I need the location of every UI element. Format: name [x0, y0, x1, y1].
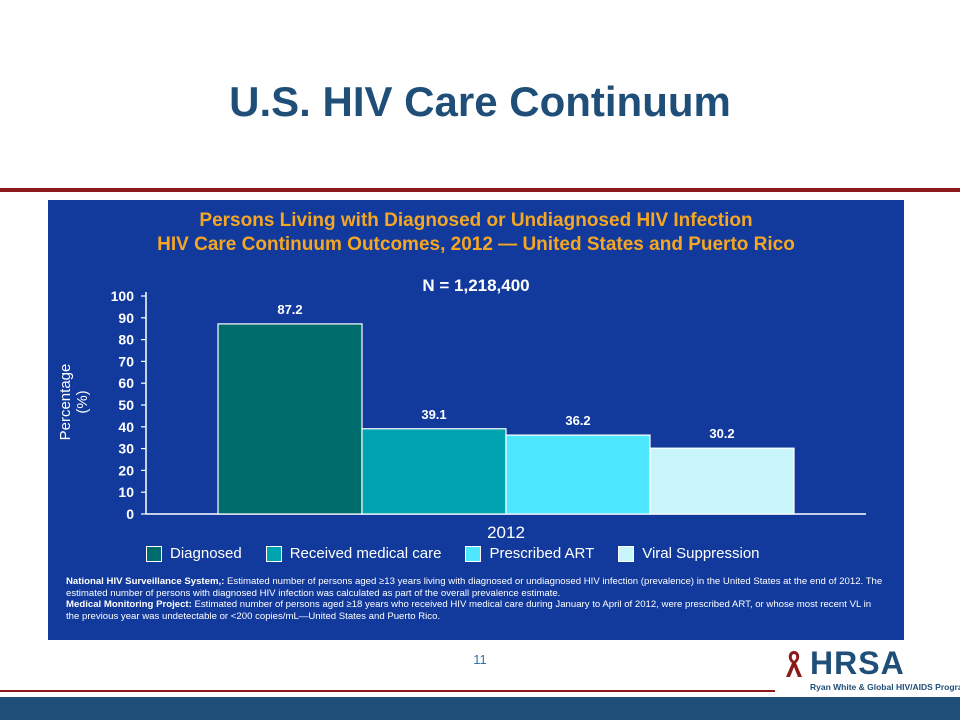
footnote-surveillance-text: Estimated number of persons aged ≥13 yea…	[66, 576, 883, 599]
chart-footnotes: National HIV Surveillance System,: Estim…	[66, 576, 886, 622]
y-tick-label: 100	[111, 288, 135, 304]
y-tick-label: 20	[118, 462, 134, 478]
ribbon-icon	[786, 651, 802, 677]
footer-bar	[0, 697, 960, 720]
bar-diagnosed	[217, 323, 363, 515]
logo-wordmark: HRSA	[810, 645, 905, 681]
footnote-monitoring-title: Medical Monitoring Project:	[66, 599, 192, 610]
footnote-monitoring: Medical Monitoring Project: Estimated nu…	[66, 599, 886, 622]
legend-label: Diagnosed	[170, 545, 242, 562]
sample-size-label: N = 1,218,400	[422, 276, 530, 295]
hrsa-logo: HRSA Ryan White & Global HIV/AIDS Progra…	[780, 645, 960, 697]
slide-title: U.S. HIV Care Continuum	[229, 78, 731, 125]
y-tick-label: 50	[118, 397, 134, 413]
y-tick-label: 60	[118, 375, 134, 391]
legend-label: Prescribed ART	[489, 545, 595, 562]
footnote-monitoring-text: Estimated number of persons aged ≥18 yea…	[66, 599, 872, 622]
footnote-surveillance-title: National HIV Surveillance System,:	[66, 576, 225, 587]
y-tick-label: 30	[118, 441, 134, 457]
legend-item: Diagnosed	[146, 545, 242, 562]
bar-chart: 0 10 20 30 40 50 60 70 80 90 100 87.2 39.1 36.2 30.2 20…	[111, 288, 866, 540]
logo-subtitle: Ryan White & Global HIV/AIDS Programs	[810, 682, 960, 692]
legend-item: Viral Suppression	[618, 545, 760, 562]
title-divider	[0, 188, 960, 192]
y-tick-label: 90	[118, 310, 134, 326]
y-tick-label: 80	[118, 332, 134, 348]
y-tick-label: 40	[118, 419, 134, 435]
legend-item: Prescribed ART	[465, 545, 594, 562]
bar-value-label: 87.2	[277, 302, 302, 317]
footer-divider	[0, 690, 775, 692]
bar-value-label: 30.2	[709, 426, 734, 441]
legend-swatch	[146, 545, 162, 562]
y-tick-label: 70	[118, 353, 134, 369]
footnote-surveillance: National HIV Surveillance System,: Estim…	[66, 576, 886, 599]
bar-prescribed-art	[505, 434, 651, 515]
chart-title-line1: Persons Living with Diagnosed or Undiagn…	[199, 210, 753, 231]
chart-legend: Diagnosed Received medical care Prescribed…	[146, 545, 886, 562]
y-tick-label: 10	[118, 484, 134, 500]
page-number: 11	[473, 652, 487, 667]
legend-swatch	[618, 545, 635, 562]
bar-viral-suppression	[649, 447, 795, 515]
x-category-label: 2012	[487, 523, 525, 540]
legend-label: Received medical care	[289, 545, 442, 562]
y-tick-label: 0	[126, 506, 134, 522]
legend-swatch	[265, 545, 282, 562]
bar-value-label: 36.2	[565, 413, 590, 428]
chart-title-line2: HIV Care Continuum Outcomes, 2012 — Unit…	[157, 234, 795, 255]
legend-label: Viral Suppression	[642, 545, 760, 562]
legend-swatch	[465, 545, 482, 562]
bar-received-medical-care	[361, 428, 507, 515]
legend-item: Received medical care	[265, 545, 442, 562]
bar-value-label: 39.1	[421, 407, 446, 422]
chart-panel: Persons Living with Diagnosed or Undiagn…	[48, 200, 904, 640]
